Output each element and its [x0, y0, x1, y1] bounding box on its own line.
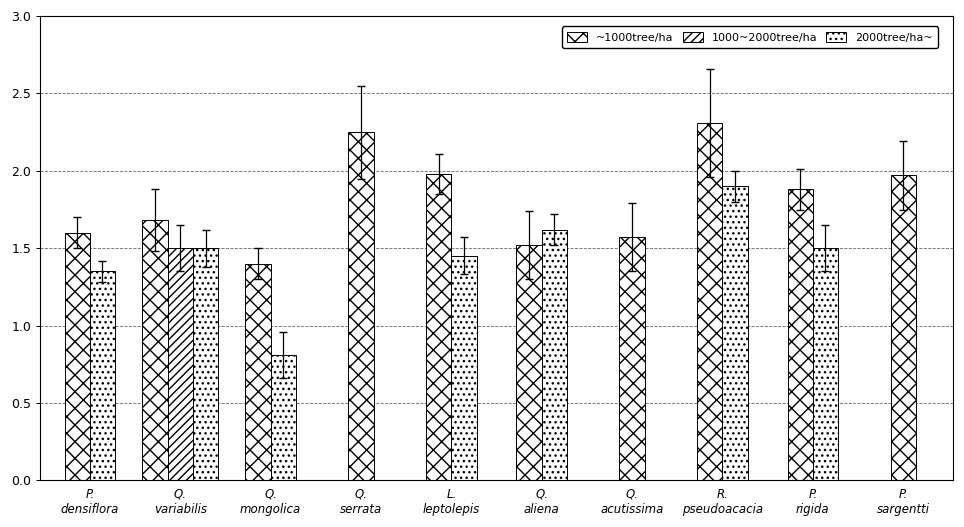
Bar — [348, 132, 374, 480]
Bar — [426, 174, 451, 480]
Bar — [271, 355, 296, 480]
Bar — [542, 230, 567, 480]
Bar — [90, 271, 115, 480]
Bar — [451, 256, 476, 480]
Bar — [788, 189, 813, 480]
Bar — [697, 123, 722, 480]
Bar — [168, 248, 193, 480]
Bar — [620, 237, 645, 480]
Bar — [813, 248, 838, 480]
Bar — [517, 245, 542, 480]
Bar — [193, 248, 218, 480]
Bar — [891, 175, 916, 480]
Bar — [722, 187, 748, 480]
Bar — [65, 233, 90, 480]
Bar — [143, 220, 168, 480]
Bar — [245, 264, 271, 480]
Legend: ~1000tree/ha, 1000~2000tree/ha, 2000tree/ha~: ~1000tree/ha, 1000~2000tree/ha, 2000tree… — [562, 26, 938, 48]
